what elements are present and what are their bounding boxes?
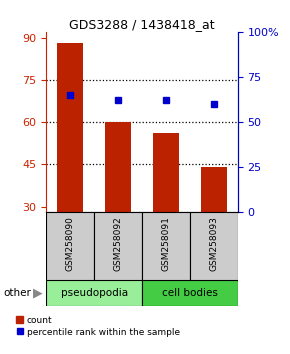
Text: cell bodies: cell bodies [162,288,218,298]
Text: GSM258093: GSM258093 [209,216,218,271]
Legend: count, percentile rank within the sample: count, percentile rank within the sample [16,316,180,337]
Text: GSM258092: GSM258092 [114,216,123,270]
Text: GSM258091: GSM258091 [162,216,171,271]
Bar [190,212,238,280]
Bar [142,212,190,280]
Bar [201,167,227,212]
Text: GSM258090: GSM258090 [66,216,75,271]
Text: other: other [3,288,31,298]
Bar [105,122,131,212]
Bar [142,280,238,306]
Bar [94,212,142,280]
Bar [46,212,94,280]
Text: ▶: ▶ [33,286,43,299]
Bar [46,280,142,306]
Bar [57,43,84,212]
Text: pseudopodia: pseudopodia [61,288,128,298]
Title: GDS3288 / 1438418_at: GDS3288 / 1438418_at [69,18,215,31]
Bar [153,133,179,212]
